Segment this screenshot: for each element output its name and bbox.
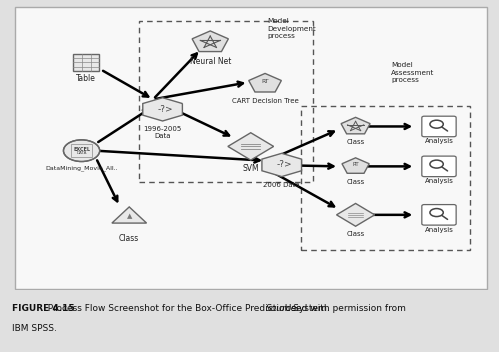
- FancyBboxPatch shape: [422, 156, 456, 177]
- Text: -?>: -?>: [277, 161, 292, 169]
- Polygon shape: [336, 203, 375, 226]
- Text: Analysis: Analysis: [425, 178, 454, 184]
- Text: EXCEL: EXCEL: [73, 147, 90, 152]
- Polygon shape: [112, 207, 147, 223]
- FancyBboxPatch shape: [422, 116, 456, 137]
- Text: IBM SPSS.: IBM SPSS.: [12, 324, 57, 333]
- Polygon shape: [262, 153, 301, 177]
- FancyBboxPatch shape: [73, 54, 99, 71]
- Text: Class: Class: [119, 234, 139, 243]
- Text: 1996-2005
Data: 1996-2005 Data: [143, 126, 182, 139]
- Text: Analysis: Analysis: [425, 138, 454, 144]
- Text: Class: Class: [346, 139, 365, 145]
- Circle shape: [63, 140, 100, 162]
- Text: -?>: -?>: [158, 105, 173, 114]
- Text: Analysis: Analysis: [425, 227, 454, 233]
- Text: Table: Table: [76, 74, 96, 83]
- Text: SVM: SVM: [243, 164, 259, 173]
- Polygon shape: [249, 74, 281, 92]
- Text: Class: Class: [346, 178, 365, 185]
- Text: Model
Development
process: Model Development process: [267, 18, 316, 39]
- Text: DataMining_Movie_All..: DataMining_Movie_All..: [45, 165, 118, 171]
- Text: Model
Assessment
process: Model Assessment process: [391, 62, 435, 83]
- Text: RT: RT: [352, 162, 359, 167]
- Text: RT: RT: [261, 79, 269, 84]
- Text: Neural Net: Neural Net: [190, 57, 231, 66]
- Polygon shape: [143, 98, 183, 121]
- Polygon shape: [341, 117, 370, 134]
- FancyBboxPatch shape: [71, 144, 92, 157]
- Polygon shape: [228, 133, 273, 160]
- Text: Used with permission from: Used with permission from: [282, 304, 406, 314]
- Text: ▲: ▲: [127, 213, 132, 219]
- Polygon shape: [192, 31, 229, 52]
- Text: Class: Class: [346, 231, 365, 237]
- Polygon shape: [342, 158, 369, 173]
- Text: DATA: DATA: [76, 151, 87, 155]
- Text: Source:: Source:: [266, 304, 300, 314]
- Text: CART Decision Tree: CART Decision Tree: [232, 98, 298, 104]
- FancyBboxPatch shape: [422, 205, 456, 225]
- FancyBboxPatch shape: [15, 7, 487, 289]
- Text: 2006 Data: 2006 Data: [263, 182, 300, 188]
- Text: FIGURE 4.15: FIGURE 4.15: [12, 304, 75, 314]
- Text: Process Flow Screenshot for the Box-Office Prediction System.: Process Flow Screenshot for the Box-Offi…: [42, 304, 336, 314]
